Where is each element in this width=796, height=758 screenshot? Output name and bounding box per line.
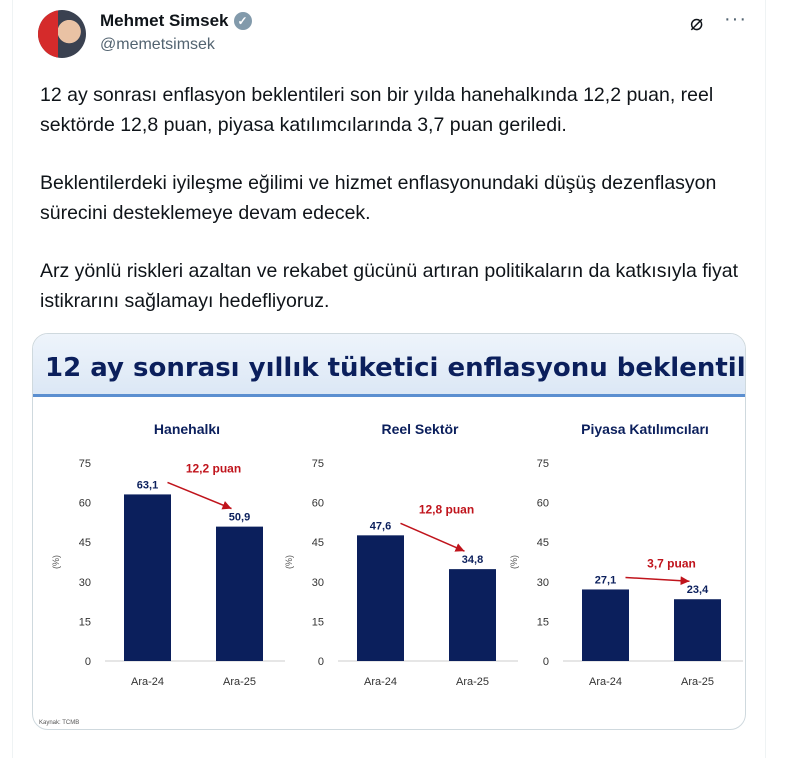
x-tick-label: Ara-24 bbox=[589, 676, 622, 688]
y-tick-label: 75 bbox=[312, 458, 324, 470]
bar-value-label: 27,1 bbox=[595, 574, 616, 586]
x-tick-label: Ara-24 bbox=[364, 676, 397, 688]
verified-badge-icon: ✓ bbox=[233, 12, 252, 30]
more-icon[interactable]: ··· bbox=[724, 8, 747, 30]
tweet-media-image[interactable]: 12 ay sonrası yıllık tüketici enflasyonu… bbox=[32, 333, 746, 730]
x-tick-label: Ara-25 bbox=[681, 676, 714, 688]
y-tick-label: 60 bbox=[537, 498, 549, 510]
y-tick-label: 0 bbox=[318, 656, 324, 668]
title-underline bbox=[33, 394, 745, 397]
panel-title: Piyasa Katılımcıları bbox=[581, 421, 709, 437]
bar bbox=[449, 569, 496, 661]
bar bbox=[216, 526, 263, 661]
media-title: 12 ay sonrası yıllık tüketici enflasyonu… bbox=[45, 353, 746, 383]
panel-title: Hanehalkı bbox=[154, 421, 220, 437]
tweet-paragraph: Arz yönlü riskleri azaltan ve rekabet gü… bbox=[40, 260, 739, 312]
x-tick-label: Ara-25 bbox=[456, 676, 489, 688]
y-tick-label: 45 bbox=[79, 537, 91, 549]
decline-arrow bbox=[400, 522, 465, 552]
bar bbox=[124, 494, 171, 661]
y-tick-label: 0 bbox=[543, 656, 549, 668]
tweet-paragraph: 12 ay sonrası enflasyon beklentileri son… bbox=[40, 84, 714, 136]
bar-value-label: 23,4 bbox=[687, 584, 709, 596]
y-tick-label: 75 bbox=[79, 458, 91, 470]
tweet-paragraph: Beklentilerdeki iyileşme eğilimi ve hizm… bbox=[40, 172, 717, 224]
decline-annotation: 12,2 puan bbox=[186, 461, 241, 475]
bar bbox=[357, 535, 404, 661]
bar bbox=[582, 589, 629, 661]
author-name-text: Mehmet Simsek bbox=[100, 11, 229, 30]
y-tick-label: 45 bbox=[537, 537, 549, 549]
x-tick-label: Ara-24 bbox=[131, 676, 164, 688]
y-tick-label: 15 bbox=[537, 616, 549, 628]
y-tick-label: 15 bbox=[312, 616, 324, 628]
bar-value-label: 34,8 bbox=[462, 554, 483, 566]
avatar[interactable] bbox=[38, 10, 86, 58]
bar-value-label: 47,6 bbox=[370, 520, 391, 532]
author-handle[interactable]: @memetsimsek bbox=[100, 36, 215, 53]
bar bbox=[674, 599, 721, 661]
y-axis-label: (%) bbox=[51, 555, 61, 569]
author-name[interactable]: Mehmet Simsek ✓ bbox=[100, 11, 252, 31]
y-tick-label: 30 bbox=[312, 577, 324, 589]
y-tick-label: 30 bbox=[79, 577, 91, 589]
decline-annotation: 12,8 puan bbox=[419, 502, 474, 516]
source-note: Kaynak: TCMB bbox=[39, 720, 79, 726]
y-tick-label: 60 bbox=[312, 498, 324, 510]
y-tick-label: 60 bbox=[79, 498, 91, 510]
y-tick-label: 30 bbox=[537, 577, 549, 589]
decline-arrow bbox=[167, 481, 232, 510]
decline-arrow bbox=[625, 576, 690, 586]
y-axis-label: (%) bbox=[284, 555, 294, 569]
y-tick-label: 75 bbox=[537, 458, 549, 470]
y-tick-label: 45 bbox=[312, 537, 324, 549]
y-axis-label: (%) bbox=[509, 555, 519, 569]
y-tick-label: 0 bbox=[85, 656, 91, 668]
title-banner bbox=[33, 334, 745, 396]
bar-value-label: 50,9 bbox=[229, 512, 250, 524]
y-tick-label: 15 bbox=[79, 616, 91, 628]
chart-image: 12 ay sonrası yıllık tüketici enflasyonu… bbox=[33, 334, 746, 726]
decline-annotation: 3,7 puan bbox=[647, 556, 696, 570]
tweet-text: 12 ay sonrası enflasyon beklentileri son… bbox=[40, 80, 760, 344]
tweet-card bbox=[12, 0, 766, 758]
x-tick-label: Ara-25 bbox=[223, 676, 256, 688]
panel-title: Reel Sektör bbox=[381, 421, 459, 437]
bar-value-label: 63,1 bbox=[137, 479, 158, 491]
grok-icon[interactable]: ⌀ bbox=[690, 10, 704, 35]
